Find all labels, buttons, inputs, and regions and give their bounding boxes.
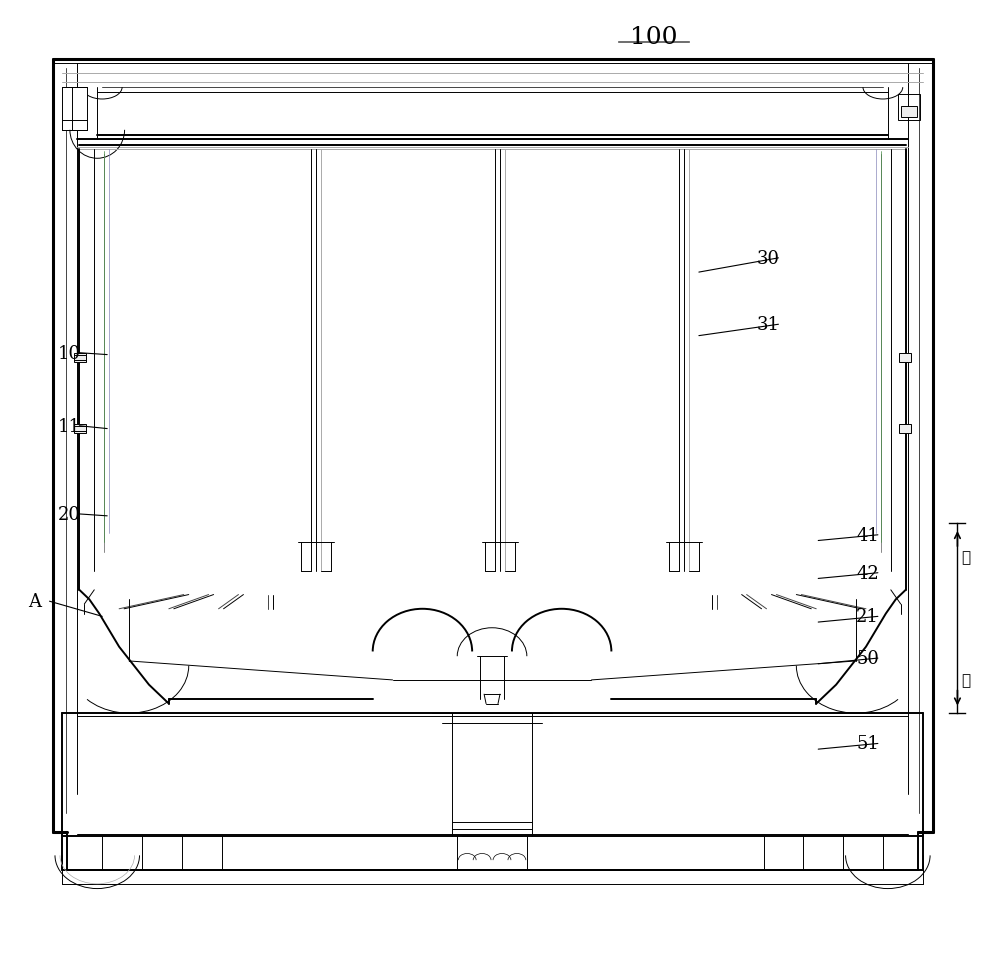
Text: 50: 50 bbox=[856, 649, 879, 667]
Text: 10: 10 bbox=[57, 344, 80, 362]
Bar bbox=[899, 424, 911, 434]
Text: 20: 20 bbox=[57, 505, 80, 523]
Bar bbox=[898, 94, 920, 121]
Text: 21: 21 bbox=[856, 608, 879, 626]
Bar bbox=[62, 88, 87, 131]
Bar bbox=[899, 354, 911, 363]
Text: 下: 下 bbox=[961, 673, 970, 688]
Text: 41: 41 bbox=[856, 526, 879, 544]
Text: 30: 30 bbox=[757, 250, 780, 268]
Text: 100: 100 bbox=[630, 27, 678, 50]
Bar bbox=[74, 424, 86, 434]
Text: 42: 42 bbox=[856, 564, 879, 582]
Text: 11: 11 bbox=[57, 417, 80, 436]
Text: 51: 51 bbox=[856, 735, 879, 753]
Text: 上: 上 bbox=[961, 550, 970, 564]
Bar bbox=[74, 354, 86, 363]
Text: 31: 31 bbox=[757, 315, 780, 334]
Bar bbox=[901, 107, 917, 118]
Text: A: A bbox=[28, 593, 41, 611]
